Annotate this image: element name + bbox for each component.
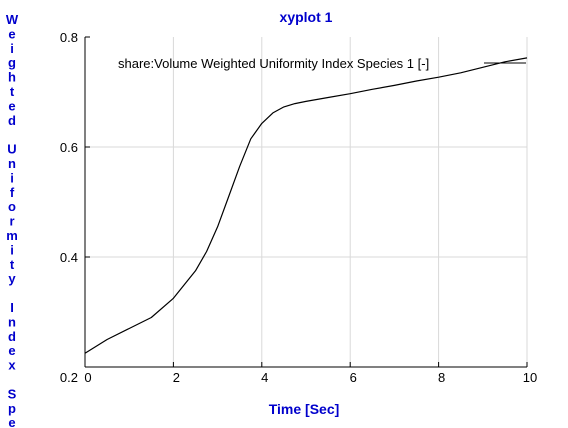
x-tick-label: 8 [438, 370, 445, 385]
y-axis-label-letter: n [8, 314, 16, 329]
legend: share:Volume Weighted Uniformity Index S… [118, 56, 526, 71]
y-axis-label-letter: d [8, 113, 16, 128]
y-axis-label-letter: m [6, 228, 18, 243]
y-axis-label-letter: p [8, 401, 16, 416]
grid-lines [85, 37, 528, 367]
series-group [84, 57, 528, 354]
x-tick-label: 0 [84, 370, 91, 385]
y-axis-label-letter: U [7, 142, 16, 157]
chart-title: xyplot 1 [280, 9, 333, 25]
y-axis-label-letter: y [8, 271, 16, 286]
y-axis-label-letter: f [10, 185, 15, 200]
x-tick-label: 4 [261, 370, 268, 385]
series-line [84, 57, 528, 354]
x-axis-label: Time [Sec] [269, 401, 340, 417]
y-axis-label-letter: e [8, 343, 15, 358]
y-axis-label-letter: h [8, 70, 16, 85]
y-axis-label-letter: t [10, 257, 15, 272]
y-axis-label-letter: e [8, 26, 15, 41]
y-axis-label-letter: S [8, 386, 17, 401]
x-tick-label: 10 [523, 370, 537, 385]
y-axis-label-letter: n [8, 156, 16, 171]
y-axis-label-letter: I [10, 300, 14, 315]
y-axis-label-letter: W [6, 12, 19, 27]
x-tick-label: 2 [173, 370, 180, 385]
y-axis-label-letter: t [10, 84, 15, 99]
y-tick-label: 0.8 [60, 30, 78, 45]
y-axis-label-letter: i [10, 242, 14, 257]
x-tick-label: 6 [350, 370, 357, 385]
y-axis-label-letter: i [10, 41, 14, 56]
legend-label: share:Volume Weighted Uniformity Index S… [118, 56, 429, 71]
y-tick-label: 0.2 [60, 370, 78, 385]
y-tick-label: 0.4 [60, 250, 78, 265]
y-axis-label-letter: g [8, 55, 16, 70]
y-axis-label-letter: e [8, 415, 15, 428]
y-axis-label-letter: r [9, 214, 14, 229]
y-axis-label-letter: d [8, 329, 16, 344]
y-axis-label: Weighted Uniformity Index Spec [6, 12, 19, 428]
y-axis-label-letter: o [8, 199, 16, 214]
axis-ticks: 0 2 4 6 8 10 0.2 0.4 0.6 0.8 [60, 30, 537, 385]
y-tick-label: 0.6 [60, 140, 78, 155]
y-axis-label-letter: x [8, 358, 16, 373]
y-axis-label-letter: e [8, 98, 15, 113]
y-axis-label-letter: i [10, 170, 14, 185]
